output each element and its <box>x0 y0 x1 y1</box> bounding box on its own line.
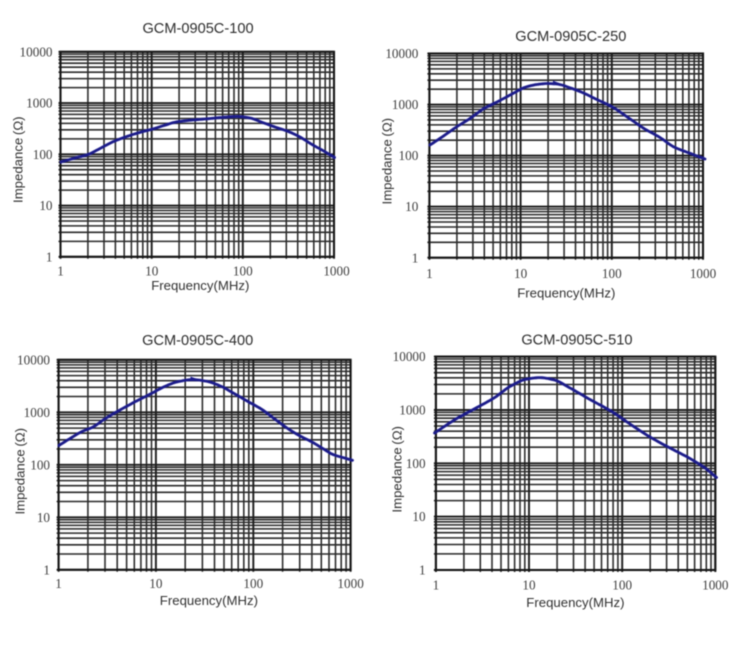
svg-text:1000: 1000 <box>690 266 717 281</box>
svg-text:1: 1 <box>426 266 433 281</box>
svg-text:Impedance (Ω): Impedance (Ω) <box>11 116 26 203</box>
svg-text:GCM-0905C-510: GCM-0905C-510 <box>521 332 632 348</box>
svg-text:10: 10 <box>149 576 163 591</box>
svg-text:1: 1 <box>55 576 62 591</box>
svg-text:10000: 10000 <box>20 44 53 59</box>
svg-text:10000: 10000 <box>393 349 426 364</box>
svg-text:10: 10 <box>145 264 159 279</box>
svg-text:1: 1 <box>419 563 426 578</box>
svg-text:100: 100 <box>612 578 632 593</box>
svg-text:Frequency(MHz): Frequency(MHz) <box>526 595 624 610</box>
svg-text:100: 100 <box>33 147 53 162</box>
svg-text:Impedance (Ω): Impedance (Ω) <box>380 118 395 205</box>
svg-text:1000: 1000 <box>399 403 426 418</box>
svg-text:1000: 1000 <box>26 96 53 111</box>
svg-text:100: 100 <box>233 264 253 279</box>
svg-text:1000: 1000 <box>323 264 350 279</box>
svg-text:1: 1 <box>43 562 50 577</box>
svg-text:1000: 1000 <box>392 97 419 112</box>
svg-text:1: 1 <box>412 250 419 265</box>
svg-text:1000: 1000 <box>702 578 729 593</box>
svg-text:Impedance (Ω): Impedance (Ω) <box>390 426 405 513</box>
svg-text:10: 10 <box>514 266 528 281</box>
svg-text:10000: 10000 <box>17 352 50 367</box>
svg-text:10: 10 <box>522 578 536 593</box>
svg-text:1000: 1000 <box>24 405 51 420</box>
svg-text:1: 1 <box>433 578 440 593</box>
svg-text:10: 10 <box>412 509 426 524</box>
svg-text:GCM-0905C-250: GCM-0905C-250 <box>515 29 626 45</box>
svg-text:10000: 10000 <box>385 46 418 61</box>
svg-text:10: 10 <box>39 198 53 213</box>
svg-text:Impedance (Ω): Impedance (Ω) <box>13 428 28 515</box>
svg-text:1: 1 <box>46 249 53 264</box>
svg-text:100: 100 <box>399 148 419 163</box>
svg-text:1: 1 <box>57 264 64 279</box>
svg-text:1000: 1000 <box>337 576 364 591</box>
svg-text:GCM-0905C-400: GCM-0905C-400 <box>142 333 253 349</box>
svg-text:100: 100 <box>602 266 622 281</box>
svg-text:Frequency(MHz): Frequency(MHz) <box>517 286 615 301</box>
svg-text:10: 10 <box>405 199 419 214</box>
svg-text:Frequency(MHz): Frequency(MHz) <box>151 278 249 293</box>
svg-text:100: 100 <box>30 457 50 472</box>
svg-text:100: 100 <box>243 576 263 591</box>
svg-text:Frequency(MHz): Frequency(MHz) <box>160 593 258 608</box>
svg-text:100: 100 <box>406 456 426 471</box>
svg-text:10: 10 <box>37 510 51 525</box>
svg-text:GCM-0905C-100: GCM-0905C-100 <box>142 21 253 37</box>
